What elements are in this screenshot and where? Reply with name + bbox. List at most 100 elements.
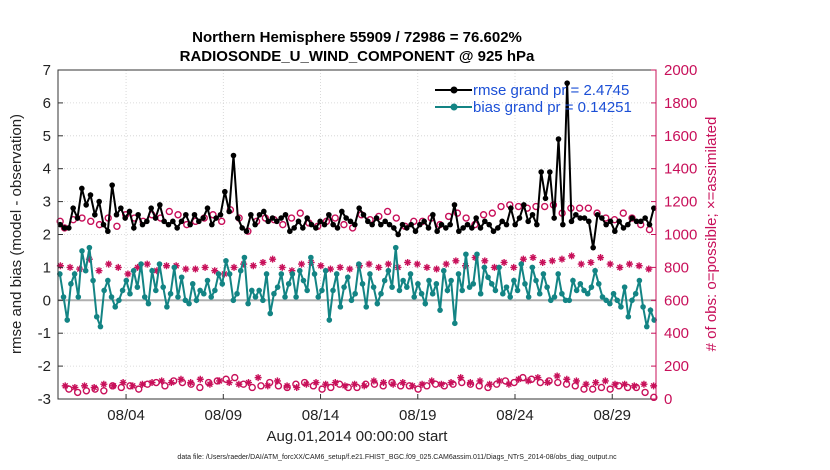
rmse-point (122, 215, 128, 221)
assimilated-obs-marker (568, 252, 576, 260)
rmse-point (161, 218, 167, 225)
assimilated-obs-marker (336, 263, 344, 271)
assimilated-obs-marker (601, 377, 609, 385)
bias-point (68, 281, 74, 287)
bias-point (448, 277, 454, 284)
possible-obs-marker (340, 220, 348, 229)
bias-point (511, 277, 517, 284)
assimilated-obs-marker (529, 254, 537, 262)
assimilated-obs-marker (254, 374, 262, 382)
rmse-point (430, 211, 436, 218)
rmse-point (83, 202, 89, 208)
bias-point (404, 284, 410, 290)
possible-obs-marker (597, 383, 606, 392)
assimilated-obs-marker (616, 263, 624, 271)
assimilated-obs-marker (524, 377, 532, 385)
bias-point (525, 294, 532, 300)
bias-point (97, 323, 104, 330)
bias-point (263, 271, 270, 277)
bias-point (629, 297, 635, 304)
assimilated-obs-marker (510, 263, 518, 271)
chart-title: Northern Hemisphere 55909 / 72986 = 76.6… (192, 29, 522, 46)
left-tick-label: 1 (43, 259, 51, 276)
bias-point (141, 294, 148, 300)
assimilated-obs-marker (119, 379, 127, 387)
assimilated-obs-marker (148, 379, 156, 387)
rmse-point (239, 225, 245, 231)
bias-point (293, 294, 299, 300)
possible-obs-marker (606, 385, 614, 393)
bias-point (189, 281, 196, 287)
rmse-point (464, 221, 471, 228)
assimilated-obs-marker (100, 380, 108, 388)
bias-point (267, 310, 274, 317)
rmse-point (113, 211, 120, 218)
rmse-point (477, 225, 484, 231)
bias-point (248, 287, 255, 294)
assimilated-obs-marker (611, 380, 619, 388)
rmse-point (499, 218, 505, 225)
bias-point (415, 281, 421, 287)
right-tick-label: 1800 (664, 95, 697, 112)
bias-point (485, 274, 491, 281)
assimilated-obs-marker (384, 260, 392, 268)
bias-point (374, 300, 381, 307)
assimilated-obs-marker (105, 260, 113, 268)
assimilated-obs-marker (577, 260, 585, 268)
assimilated-obs-marker (370, 377, 378, 385)
rmse-point (638, 218, 644, 225)
assimilated-obs-marker (625, 260, 633, 268)
rmse-point (139, 221, 146, 228)
rmse-point (126, 208, 133, 215)
rmse-point (144, 218, 150, 225)
bias-point (296, 267, 303, 274)
rmse-point (131, 225, 137, 231)
assimilated-obs-marker (264, 382, 272, 390)
rmse-point (326, 211, 332, 218)
rmse-point (399, 221, 406, 228)
assimilated-obs-marker (302, 380, 310, 388)
bias-point (400, 277, 406, 284)
bias-point (219, 281, 226, 287)
bias-point (514, 287, 521, 294)
rmse-point (347, 218, 354, 225)
assimilated-obs-marker (283, 382, 291, 390)
possible-obs-marker (628, 214, 636, 222)
rmse-point (196, 218, 202, 225)
bias-point (75, 294, 82, 300)
possible-obs-marker (231, 373, 239, 382)
bias-point (164, 304, 170, 310)
possible-obs-marker (279, 220, 287, 229)
bias-point (477, 290, 484, 297)
bias-point (367, 271, 373, 277)
bias-point (389, 284, 395, 290)
rmse-point (404, 225, 410, 231)
bias-point (82, 267, 89, 274)
assimilated-obs-marker (129, 382, 137, 390)
possible-obs-marker (174, 211, 182, 219)
assimilated-obs-marker (597, 254, 605, 262)
possible-obs-marker (196, 383, 204, 392)
rmse-point (61, 225, 68, 231)
bias-point (577, 281, 584, 287)
rmse-point (274, 218, 280, 225)
rmse-point (456, 228, 462, 235)
assimilated-obs-marker (457, 374, 465, 382)
bias-point (437, 307, 443, 313)
right-tick-label: 2000 (664, 62, 697, 79)
assimilated-obs-marker (273, 377, 281, 385)
legend-rmse-marker (450, 86, 458, 94)
bias-point (260, 297, 266, 304)
rmse-point (213, 215, 219, 221)
rmse-point (256, 211, 263, 218)
rmse-point (469, 225, 475, 231)
rmse-point (612, 228, 618, 235)
rmse-point (547, 169, 553, 175)
assimilated-obs-marker (553, 372, 561, 380)
rmse-point (434, 228, 440, 235)
bias-point (584, 290, 591, 297)
y-axis-label-left: rmse and bias (model - observation) (8, 114, 25, 354)
rmse-point (282, 211, 289, 218)
bias-point (529, 264, 536, 271)
assimilated-obs-marker (235, 380, 243, 388)
